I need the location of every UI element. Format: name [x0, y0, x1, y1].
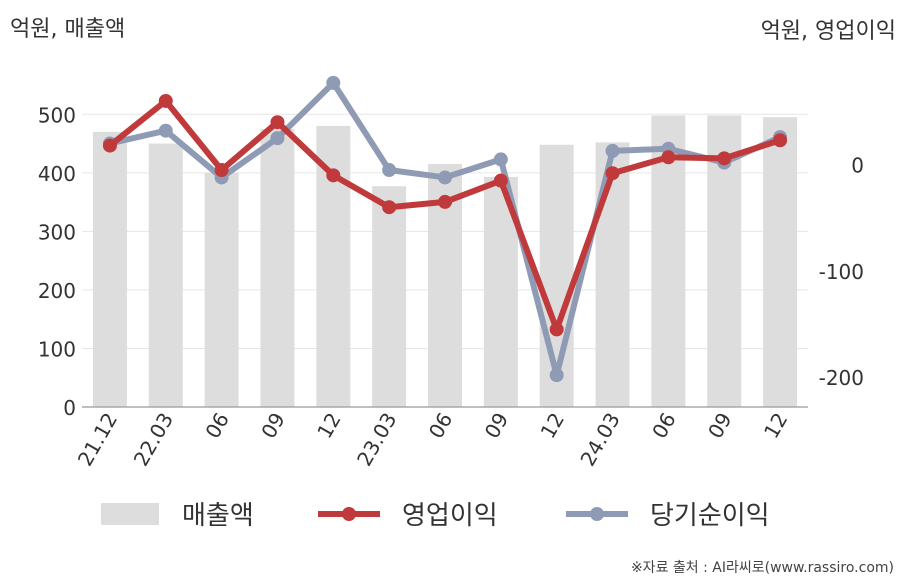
legend-swatch-revenue: [101, 503, 159, 525]
legend: 매출액 영업이익 당기순이익: [101, 501, 770, 531]
bar-revenue: [204, 172, 239, 407]
x-tick-label: 23.03: [352, 409, 401, 471]
point-operating-profit: [717, 151, 732, 166]
x-axis-ticks: 21.12 22.03 06 09 12 23.03 06 09 12 24.03 06 09 12: [73, 409, 793, 471]
left-tick-label: 0: [63, 396, 76, 420]
point-operating-profit: [661, 150, 676, 165]
left-tick-label: 200: [38, 279, 76, 303]
point-operating-profit: [270, 115, 285, 130]
point-net-income: [382, 163, 397, 178]
legend-marker-operating-profit: [342, 507, 356, 521]
bars-revenue: [92, 115, 798, 408]
legend-label-revenue: 매출액: [182, 501, 254, 531]
x-tick-label: 12: [536, 409, 570, 443]
x-tick-label: 22.03: [129, 409, 178, 471]
x-tick-label: 06: [647, 409, 681, 443]
source-note: ※자료 출처 : AI라씨로(www.rassiro.com): [631, 560, 894, 576]
bar-revenue: [260, 128, 295, 407]
point-net-income: [438, 170, 452, 185]
point-operating-profit: [102, 138, 117, 153]
point-operating-profit: [493, 173, 508, 188]
point-net-income: [270, 131, 285, 146]
right-axis-ticks: 0 -100 -200: [819, 154, 864, 391]
left-axis-unit: 억원, 매출액: [10, 17, 125, 42]
left-tick-label: 300: [38, 220, 76, 244]
point-operating-profit: [382, 200, 397, 215]
x-tick-label: 09: [256, 409, 290, 443]
right-tick-label: -100: [819, 260, 864, 284]
left-tick-label: 500: [38, 103, 76, 127]
legend-marker-net-income: [590, 507, 604, 521]
x-tick-label: 09: [480, 409, 514, 443]
left-tick-label: 100: [38, 337, 76, 361]
point-operating-profit: [158, 93, 173, 108]
point-net-income: [158, 123, 173, 138]
bar-revenue: [148, 143, 183, 407]
x-tick-label: 24.03: [575, 409, 624, 471]
point-operating-profit: [605, 166, 620, 181]
point-operating-profit: [773, 133, 788, 148]
x-tick-label: 09: [703, 409, 737, 443]
point-operating-profit: [438, 194, 452, 209]
x-tick-label: 06: [200, 409, 234, 443]
legend-label-net-income: 당기순이익: [650, 501, 770, 531]
point-net-income: [549, 368, 564, 383]
legend-label-operating-profit: 영업이익: [402, 501, 498, 531]
bar-revenue: [92, 131, 127, 407]
point-net-income: [493, 152, 508, 167]
right-tick-label: 0: [851, 154, 864, 178]
right-axis-unit: 억원, 영업이익: [761, 19, 896, 44]
bar-revenue: [372, 186, 407, 407]
x-tick-label: 06: [424, 409, 458, 443]
left-tick-label: 400: [38, 162, 76, 186]
right-tick-label: -200: [819, 366, 864, 390]
bar-revenue: [763, 117, 798, 407]
point-operating-profit: [326, 168, 341, 183]
point-net-income: [605, 143, 620, 158]
x-tick-label: 21.12: [73, 409, 122, 471]
x-tick-label: 12: [759, 409, 793, 443]
point-net-income: [326, 75, 341, 90]
x-tick-label: 12: [312, 409, 346, 443]
lines: [102, 75, 788, 383]
left-axis-ticks: 0 100 200 300 400 500: [38, 103, 76, 420]
point-operating-profit: [549, 322, 564, 337]
point-operating-profit: [214, 163, 229, 178]
